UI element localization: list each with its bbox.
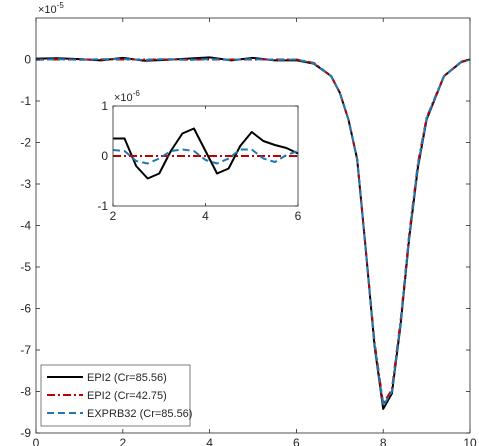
inset-series-1-line	[113, 127, 299, 180]
main-series-3-line	[35, 58, 471, 408]
inset-exponent-label: ×10-6	[114, 89, 140, 104]
inset-xtick-label: 4	[202, 209, 209, 223]
main-axes: 0 2 4 6 8 100-1-2-3-4-5-6-7-8-9 ×10-5	[20, 1, 477, 446]
main-exponent-base: ×10	[38, 4, 57, 16]
inset-ytick-label: 0	[101, 149, 108, 163]
main-ytick-label: -9	[20, 426, 31, 440]
main-xtick-label: 8	[380, 436, 387, 446]
main-ytick-label: -4	[20, 219, 31, 233]
inset-exponent-power: -6	[133, 89, 141, 98]
main-xtick-label: 6	[293, 436, 300, 446]
legend-label-epi2-42: EPI2 (Cr=42.75)	[87, 390, 167, 402]
main-ytick-label: -3	[20, 177, 31, 191]
main-ytick-label: -5	[20, 260, 31, 274]
main-xtick-label: 4	[206, 436, 213, 446]
main-ytick-label: 0	[24, 53, 31, 67]
inset-exponent-base: ×10	[114, 92, 133, 104]
inset-ytick-label: 1	[101, 99, 108, 113]
main-ytick-label: -7	[20, 343, 31, 357]
legend: EPI2 (Cr=85.56) EPI2 (Cr=42.75) EXPRB32 …	[40, 364, 192, 427]
main-ytick-label: -1	[20, 94, 31, 108]
main-ytick-label: -8	[20, 385, 31, 399]
main-xtick-label: 10	[463, 436, 477, 446]
main-exponent-label: ×10-5	[38, 1, 64, 16]
legend-label-epi2-85: EPI2 (Cr=85.56)	[87, 372, 167, 384]
main-xtick-label: 0	[33, 436, 40, 446]
inset-axes: 2 4 6 1 0 -1 ×10-6	[97, 89, 301, 223]
main-xtick-label: 2	[119, 436, 126, 446]
legend-label-exprb32: EXPRB32 (Cr=85.56)	[87, 408, 192, 420]
inset-ticks: 2 4 6 1 0 -1	[97, 99, 301, 223]
main-ticks: 0 2 4 6 8 100-1-2-3-4-5-6-7-8-9	[20, 18, 477, 446]
inset-series-3-line	[112, 148, 299, 165]
inset-xtick-label: 2	[110, 209, 117, 223]
inset-xtick-label: 6	[295, 209, 302, 223]
main-plot-lines	[35, 56, 471, 410]
main-ytick-label: -6	[20, 302, 31, 316]
main-ytick-label: -2	[20, 136, 31, 150]
main-exponent-power: -5	[57, 1, 65, 10]
inset-plot-lines	[112, 127, 299, 180]
inset-ytick-label: -1	[97, 199, 108, 213]
